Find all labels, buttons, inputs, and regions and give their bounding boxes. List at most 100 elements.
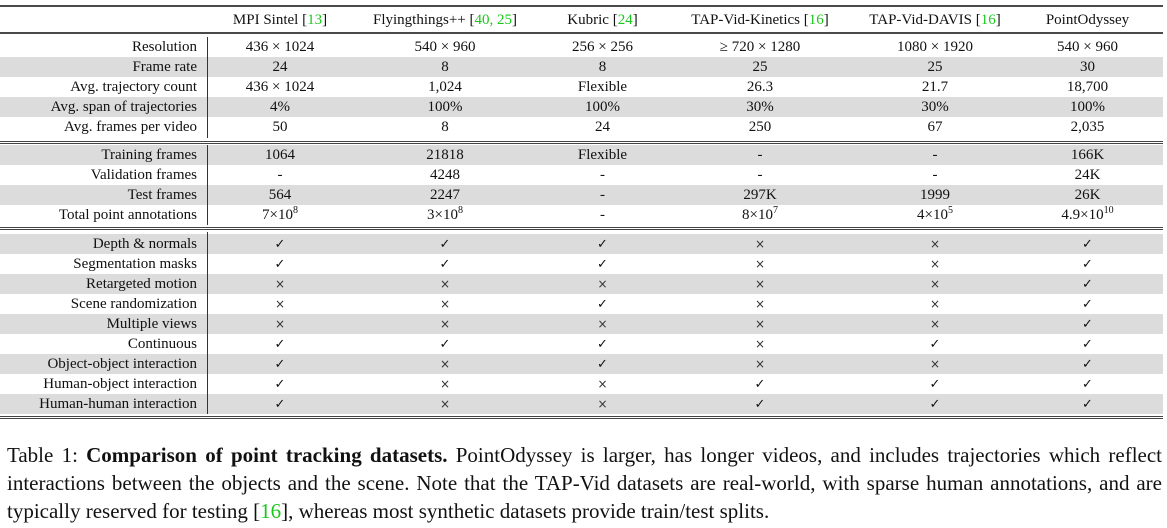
cross-icon: × <box>754 277 766 291</box>
table-cell: 100% <box>585 99 620 115</box>
col-header-tapvid-davis: TAP-Vid-DAVIS [16] <box>869 12 1001 28</box>
table-cell: × <box>855 234 1015 254</box>
row-label: Test frames <box>127 187 197 203</box>
cross-icon: × <box>439 397 451 411</box>
check-icon: ✓ <box>439 237 451 252</box>
cross-icon: × <box>754 297 766 311</box>
table-cell: 100% <box>427 99 463 115</box>
section-rule-2 <box>0 227 1163 230</box>
table-cell: × <box>855 294 1015 314</box>
table-cell: 4% <box>270 99 290 115</box>
table-cell: 4248 <box>430 167 460 183</box>
table-cell: × <box>665 254 855 274</box>
check-icon: ✓ <box>439 337 451 352</box>
table-cell: × <box>540 394 665 414</box>
col-header-tapvid-kinetics: TAP-Vid-Kinetics [16] <box>691 12 829 28</box>
row-label: Continuous <box>127 336 197 352</box>
col-header-mpi-sintel: MPI Sintel [13] <box>232 12 328 28</box>
table-cell: 436 × 1024 <box>245 39 315 55</box>
check-icon: ✓ <box>1082 277 1093 292</box>
cross-icon: × <box>597 277 608 291</box>
table-row-multiple-views: Multiple views × × × × × ✓ <box>0 314 1163 334</box>
table-cell: × <box>855 314 1015 334</box>
bottom-rule <box>0 416 1163 419</box>
row-label: Human-object interaction <box>43 376 197 392</box>
table-row-depth-normals: Depth & normals ✓ ✓ ✓ × × ✓ <box>0 234 1163 254</box>
citation-link[interactable]: 40, 25 <box>474 12 513 28</box>
table-cell: - <box>277 167 283 183</box>
table-cell: ✓ <box>210 334 350 354</box>
table-cell: - <box>757 167 763 183</box>
cell-exponent: 5 <box>947 205 953 216</box>
table-cell: 1,024 <box>428 79 462 95</box>
table-cell: × <box>665 274 855 294</box>
table-cell: ✓ <box>1015 374 1160 394</box>
table-cell: × <box>855 274 1015 294</box>
table-row-avg-span-of-trajectories: Avg. span of trajectories 4% 100% 100% 30% 30… <box>0 97 1163 117</box>
top-rule <box>0 5 1163 7</box>
cross-icon: × <box>929 237 941 251</box>
cross-icon: × <box>929 317 941 331</box>
check-icon: ✓ <box>274 397 286 412</box>
table-cell: Flexible <box>577 79 628 95</box>
table-cell: × <box>210 314 350 334</box>
table-row-human-object-interaction: Human-object interaction ✓ × × ✓ ✓ ✓ <box>0 374 1163 394</box>
row-label: Object-object interaction <box>47 356 197 372</box>
cross-icon: × <box>439 277 451 291</box>
table-cell: ✓ <box>855 374 1015 394</box>
table-cell: 1064 <box>265 147 295 163</box>
table-cell: 30% <box>746 99 774 115</box>
table-cell: × <box>350 394 540 414</box>
table-cell: ✓ <box>540 334 665 354</box>
cell-value: 3×10 <box>427 207 458 223</box>
table-row-segmentation-masks: Segmentation masks ✓ ✓ ✓ × × ✓ <box>0 254 1163 274</box>
table-cell: ✓ <box>210 394 350 414</box>
cross-icon: × <box>439 357 451 371</box>
cross-icon: × <box>929 357 941 371</box>
row-label: Depth & normals <box>92 236 197 252</box>
table-cell: 564 <box>268 187 292 203</box>
table-cell: - <box>932 147 938 163</box>
table-cell: 436 × 1024 <box>245 79 315 95</box>
citation-link[interactable]: 24 <box>617 12 633 28</box>
citation-link[interactable]: 16 <box>808 12 824 28</box>
row-label: Avg. frames per video <box>63 119 197 135</box>
cross-icon: × <box>439 317 451 331</box>
table-cell: 24K <box>1074 167 1101 183</box>
row-label: Training frames <box>101 147 197 163</box>
check-icon: ✓ <box>1082 357 1093 372</box>
table-row-validation-frames: Validation frames - 4248 - - - 24K <box>0 165 1163 185</box>
label-divider <box>207 145 208 225</box>
table-cell: 4.9×1010 <box>1015 205 1160 225</box>
table-cell: 540 × 960 <box>1057 39 1118 55</box>
cell-value: - <box>600 207 605 223</box>
table-cell: - <box>540 205 665 225</box>
col-header-pointodyssey: PointOdyssey <box>1045 12 1130 28</box>
col-header-flyingthings: Flyingthings++ [40, 25] <box>372 12 518 28</box>
table-cell: × <box>855 354 1015 374</box>
row-label: Human-human interaction <box>39 396 197 412</box>
check-icon: ✓ <box>1082 257 1093 272</box>
check-icon: ✓ <box>1082 337 1093 352</box>
table-cell: - <box>932 167 938 183</box>
citation-link[interactable]: 16 <box>260 499 282 523</box>
table-cell: 1080 × 1920 <box>897 39 973 55</box>
cross-icon: × <box>439 297 451 311</box>
cross-icon: × <box>439 377 451 391</box>
table-cell: 24 <box>272 59 288 75</box>
table-cell: 166K <box>1070 147 1105 163</box>
table-row-human-human-interaction: Human-human interaction ✓ × × ✓ ✓ ✓ <box>0 394 1163 414</box>
citation-link[interactable]: 16 <box>980 12 996 28</box>
table-cell: 26.3 <box>746 79 774 95</box>
table-cell: ✓ <box>350 334 540 354</box>
table-cell: × <box>665 234 855 254</box>
check-icon: ✓ <box>597 337 608 352</box>
table-cell: 2247 <box>430 187 460 203</box>
check-icon: ✓ <box>274 237 286 252</box>
cell-exponent: 10 <box>1103 205 1114 216</box>
table-row-scene-randomization: Scene randomization × × ✓ × × ✓ <box>0 294 1163 314</box>
table-cell: ≥ 720 × 1280 <box>719 39 801 55</box>
citation-link[interactable]: 13 <box>307 12 323 28</box>
table-cell: × <box>540 374 665 394</box>
check-icon: ✓ <box>929 397 941 412</box>
